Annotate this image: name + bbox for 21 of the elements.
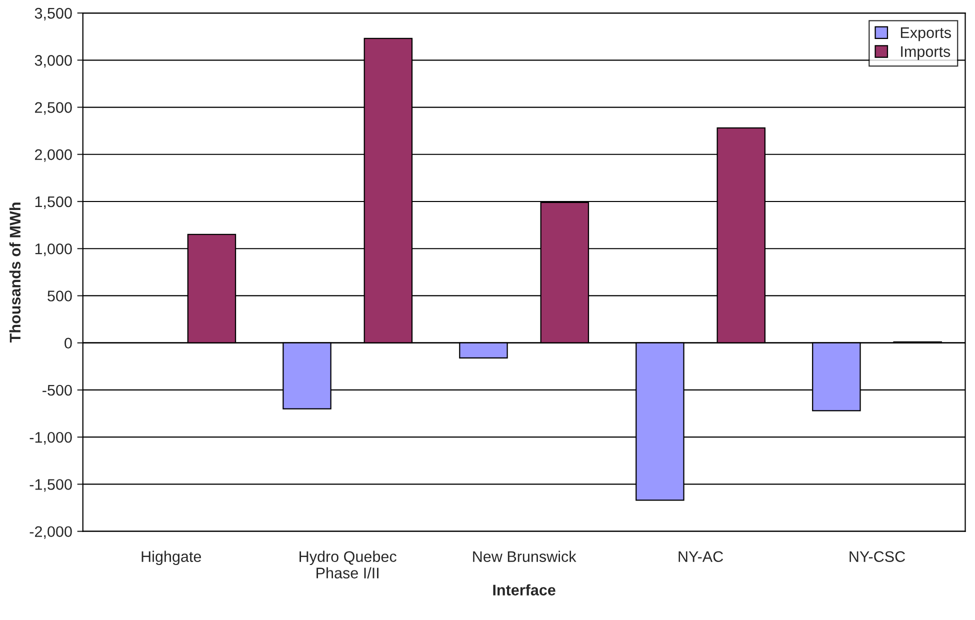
y-tick-label: -1,000 [30,432,72,445]
legend-label: Imports [901,46,950,60]
y-tick-label: -2,000 [30,526,72,539]
y-tick-label: 2,000 [35,149,72,162]
y-tick-label: 3,000 [34,55,72,68]
y-axis-title: Thousands of MWh [9,202,21,342]
y-tick-label: 2,500 [35,102,72,115]
y-tick-label: 1,500 [35,196,72,209]
y-tick-label: 500 [48,290,72,302]
x-tick-label: Highgate [142,550,202,566]
x-tick-label: New Brunswick [473,550,576,562]
legend-label: Exports [900,27,951,42]
x-tick-label: NY-CSC [850,551,906,562]
y-tick-label: 3,500 [34,8,72,21]
x-axis-title: Interface [493,584,556,596]
y-tick-label: -1,500 [30,479,72,492]
x-tick-label: Hydro Quebec Phase I/II [300,550,396,578]
x-tick-label: NY-AC [678,551,724,562]
y-tick-label: 0 [64,338,72,349]
y-tick-label: 1,000 [35,243,72,256]
y-tick-label: -500 [42,384,72,396]
